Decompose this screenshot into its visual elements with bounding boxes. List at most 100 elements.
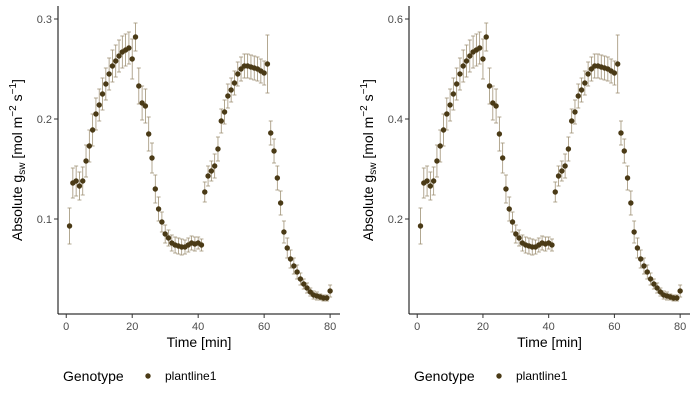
data-point <box>113 58 119 64</box>
data-point <box>324 295 330 301</box>
data-point <box>146 131 152 137</box>
data-point <box>463 58 470 64</box>
data-point <box>496 131 503 137</box>
data-point <box>136 83 142 89</box>
data-point <box>677 288 683 294</box>
data-point <box>621 148 627 154</box>
data-point <box>264 61 271 67</box>
data-point <box>651 281 657 287</box>
data-point <box>277 200 284 206</box>
data-point <box>628 200 634 206</box>
data-point <box>493 103 499 109</box>
data-point <box>297 276 304 282</box>
data-point <box>516 235 522 241</box>
data-point <box>155 206 162 212</box>
panel-right: 0.2 0.4 0.6 0 20 40 60 80 Time [min] Absolute gsw… <box>359 6 690 384</box>
data-point <box>486 83 493 89</box>
data-point <box>304 285 310 291</box>
data-point <box>76 183 83 189</box>
x-axis-title: Time [min] <box>167 334 232 350</box>
data-point <box>476 45 483 51</box>
data-point <box>89 127 96 133</box>
data-point <box>440 127 447 133</box>
data-point <box>205 173 211 179</box>
data-point <box>506 206 512 212</box>
data-point <box>93 111 99 117</box>
data-point <box>231 80 238 86</box>
data-point <box>624 175 631 181</box>
data-point <box>480 56 486 62</box>
data-point <box>572 109 578 115</box>
x-tick-label: 20 <box>126 321 138 333</box>
data-point <box>281 229 287 235</box>
data-point <box>96 102 102 108</box>
data-point <box>457 71 463 77</box>
panel-left: 0.1 0.2 0.3 0 20 40 60 80 Time [min] Absolute gsw… <box>8 6 340 384</box>
data-point <box>582 80 588 86</box>
data-point <box>109 63 116 69</box>
data-point <box>430 178 437 184</box>
data-point <box>549 242 555 248</box>
data-point <box>427 183 434 189</box>
x-axis-title: Time [min] <box>517 334 582 350</box>
x-tick-label: 0 <box>414 321 420 333</box>
data-point <box>552 189 558 195</box>
data-point <box>208 168 215 174</box>
x-tick-label: 0 <box>63 321 69 333</box>
data-point <box>162 231 168 237</box>
y-axis-title: Absolute gsw [mol m−2 s−1] <box>359 79 379 241</box>
data-point <box>417 223 424 229</box>
legend: Genotype plantline1 <box>414 368 568 384</box>
data-point <box>638 256 644 262</box>
y-axis-title: Absolute gsw [mol m−2 s−1] <box>8 79 28 241</box>
data-point <box>274 175 281 181</box>
y-tick-label: 0.6 <box>388 14 403 26</box>
x-tick-label: 60 <box>608 321 620 333</box>
y-tick-label: 0.1 <box>37 214 52 226</box>
data-point <box>261 70 267 76</box>
data-point <box>575 93 581 99</box>
data-point <box>126 45 132 51</box>
legend-entry: plantline1 <box>165 369 217 383</box>
data-point <box>215 146 221 152</box>
data-point <box>562 163 568 169</box>
data-point <box>83 158 89 164</box>
x-tick-label: 80 <box>324 321 336 333</box>
data-point <box>444 111 450 117</box>
data-point <box>103 81 109 87</box>
data-point <box>467 53 473 59</box>
data-point <box>565 146 572 152</box>
data-point <box>66 223 73 229</box>
legend-marker <box>496 373 502 379</box>
data-point <box>555 173 562 179</box>
data-point <box>513 231 519 237</box>
data-point <box>149 155 155 161</box>
data-point <box>132 34 139 40</box>
legend-title: Genotype <box>414 368 475 384</box>
data-point <box>674 295 680 301</box>
legend-marker <box>145 373 151 379</box>
data-point <box>116 53 122 59</box>
data-point <box>424 178 430 184</box>
data-point <box>327 288 333 294</box>
data-point <box>165 235 172 241</box>
data-point <box>228 87 234 93</box>
data-point <box>447 102 453 108</box>
data-point <box>80 178 86 184</box>
data-point <box>152 186 158 192</box>
data-point <box>99 91 106 97</box>
data-point <box>634 245 641 251</box>
x-tick-label: 40 <box>543 321 555 333</box>
data-point <box>483 34 489 40</box>
data-point <box>73 178 79 184</box>
legend: Genotype plantline1 <box>63 368 217 384</box>
data-point <box>460 63 466 69</box>
data-point <box>142 103 149 109</box>
data-point <box>218 118 224 124</box>
x-tick-label: 40 <box>192 321 204 333</box>
data-point <box>291 263 297 269</box>
data-point <box>268 130 274 136</box>
data-point <box>647 276 654 282</box>
data-point <box>611 70 618 76</box>
